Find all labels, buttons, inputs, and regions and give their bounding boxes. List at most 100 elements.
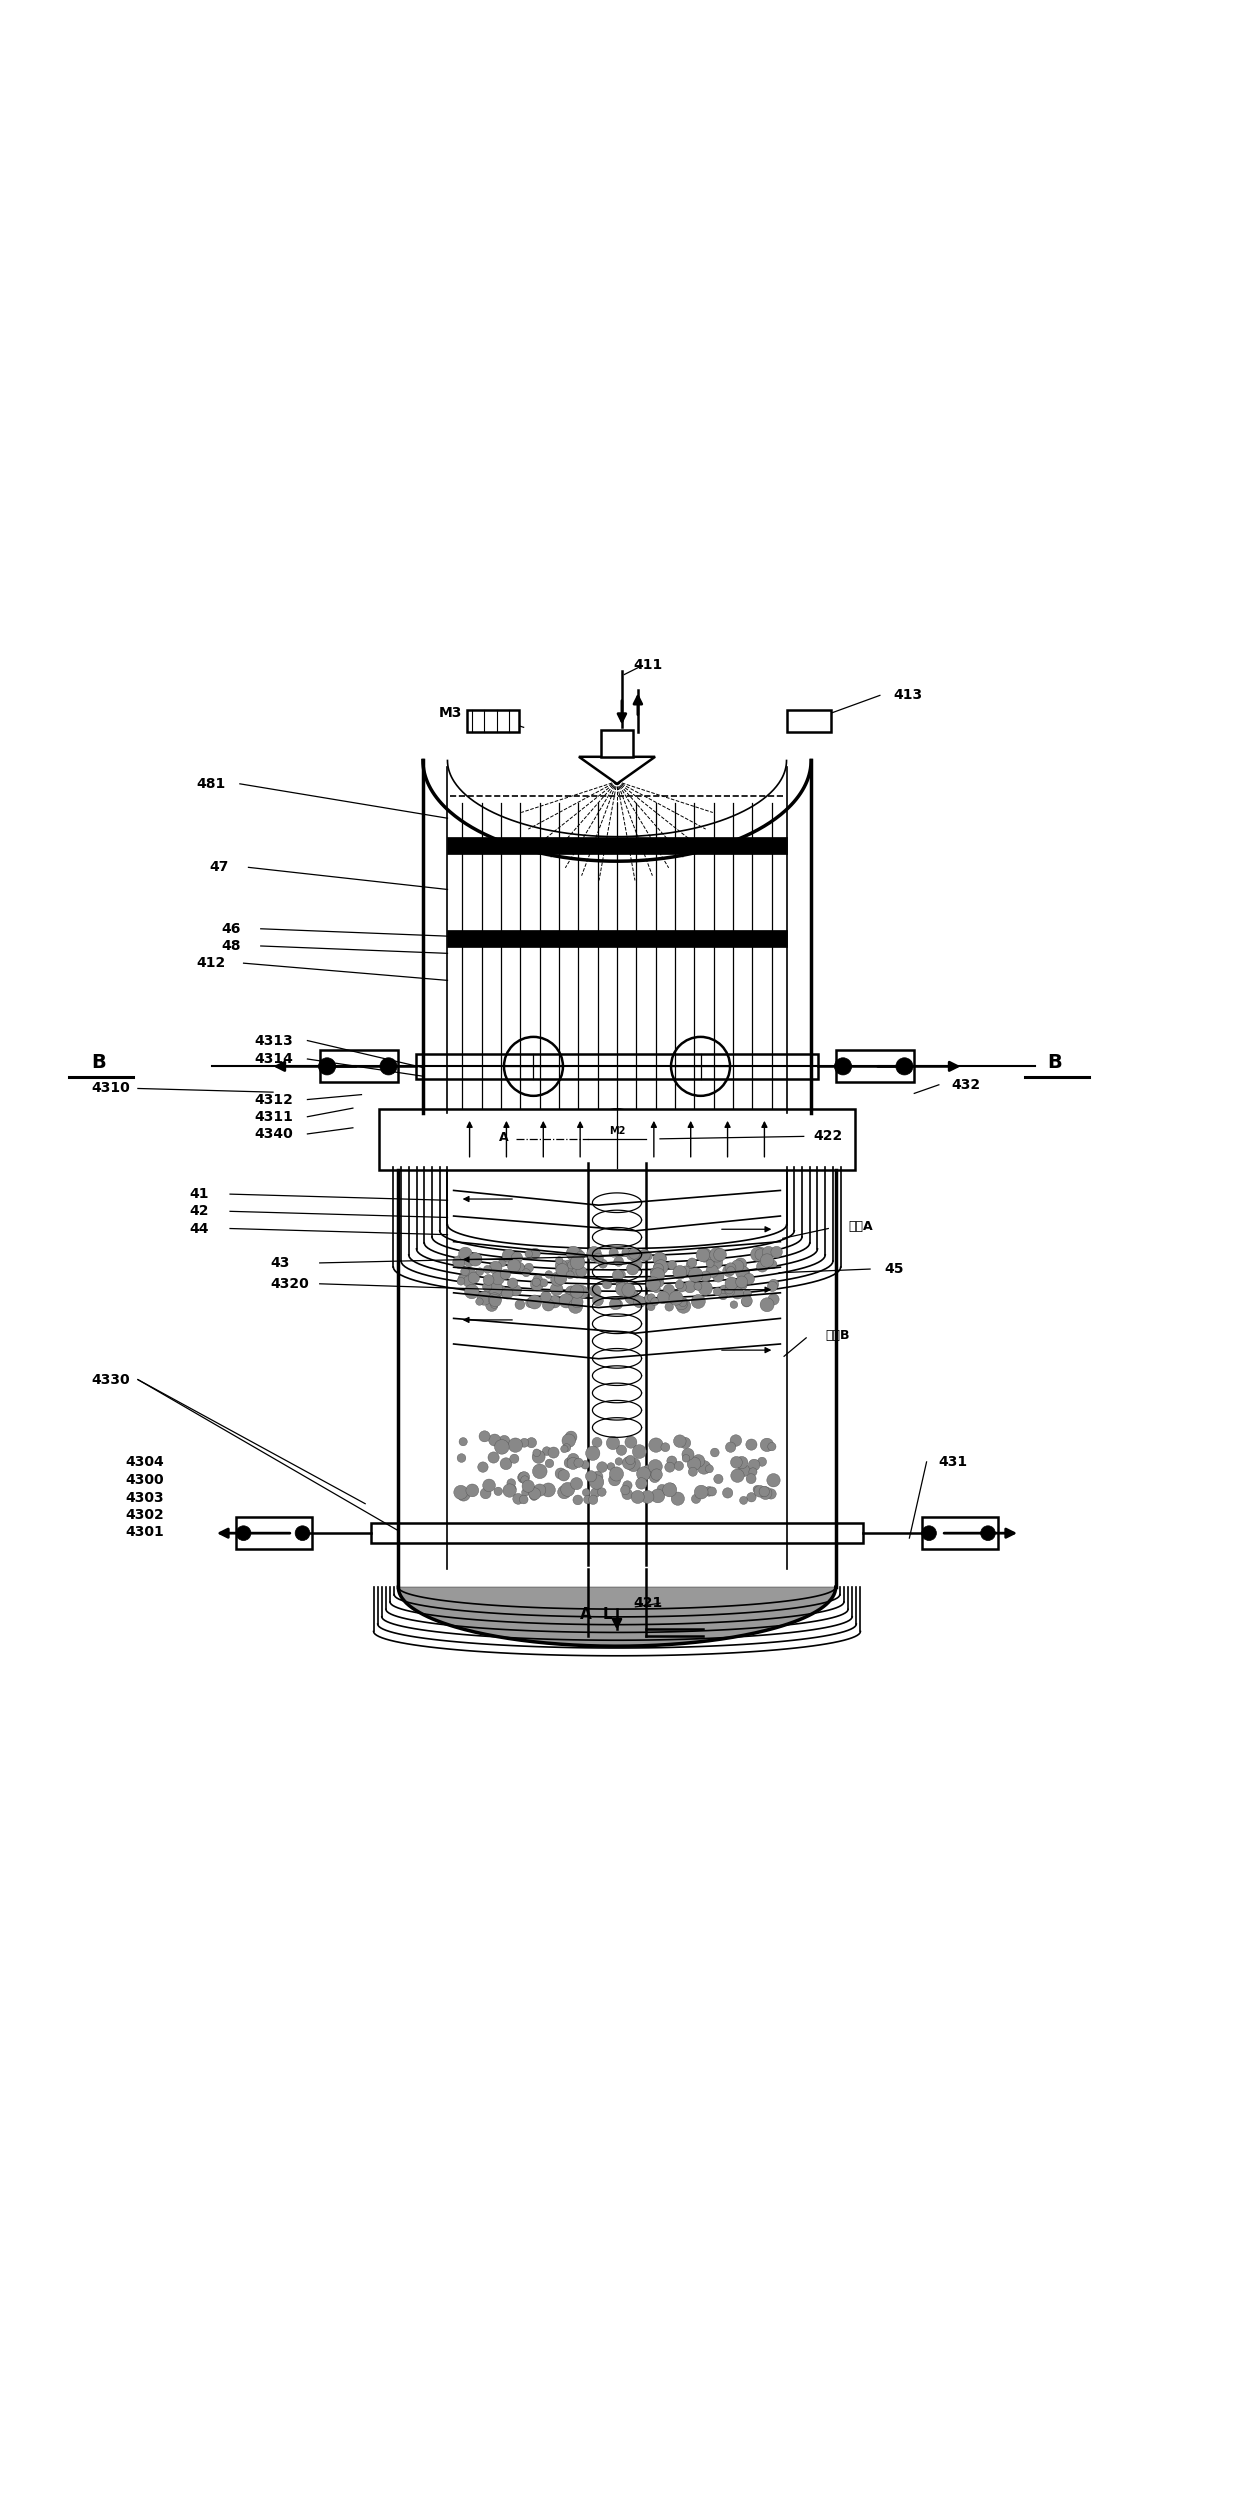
Circle shape bbox=[532, 1487, 540, 1495]
Circle shape bbox=[735, 1266, 749, 1278]
Circle shape bbox=[648, 1293, 655, 1301]
Circle shape bbox=[674, 1434, 686, 1447]
Circle shape bbox=[464, 1255, 474, 1266]
Circle shape bbox=[653, 1253, 666, 1266]
Circle shape bbox=[469, 1253, 482, 1266]
Circle shape bbox=[560, 1444, 568, 1452]
Circle shape bbox=[760, 1253, 769, 1261]
Circle shape bbox=[726, 1263, 735, 1273]
Circle shape bbox=[759, 1487, 772, 1500]
Circle shape bbox=[489, 1293, 501, 1306]
Circle shape bbox=[652, 1489, 665, 1502]
Circle shape bbox=[527, 1437, 537, 1447]
Bar bbox=[416, 1054, 818, 1079]
Circle shape bbox=[734, 1258, 747, 1271]
Circle shape bbox=[590, 1286, 601, 1296]
Text: A: A bbox=[580, 1608, 592, 1623]
Circle shape bbox=[499, 1437, 510, 1447]
Circle shape bbox=[457, 1487, 470, 1502]
Circle shape bbox=[666, 1457, 676, 1467]
Text: 4300: 4300 bbox=[126, 1474, 164, 1487]
Circle shape bbox=[763, 1245, 775, 1258]
Circle shape bbox=[558, 1469, 569, 1482]
Circle shape bbox=[464, 1253, 473, 1261]
Bar bbox=[448, 931, 786, 946]
Circle shape bbox=[613, 1255, 623, 1266]
Text: 44: 44 bbox=[190, 1220, 209, 1235]
Circle shape bbox=[668, 1261, 676, 1271]
Circle shape bbox=[555, 1261, 568, 1273]
Polygon shape bbox=[579, 757, 655, 785]
Circle shape bbox=[684, 1281, 696, 1293]
Circle shape bbox=[661, 1442, 670, 1452]
Text: 4301: 4301 bbox=[126, 1525, 164, 1540]
Circle shape bbox=[647, 1303, 655, 1311]
Circle shape bbox=[689, 1268, 703, 1283]
Circle shape bbox=[631, 1258, 642, 1271]
Circle shape bbox=[520, 1495, 528, 1505]
Circle shape bbox=[713, 1248, 727, 1261]
Text: 4312: 4312 bbox=[254, 1092, 294, 1107]
Circle shape bbox=[590, 1474, 603, 1489]
Circle shape bbox=[689, 1467, 697, 1477]
Circle shape bbox=[589, 1495, 597, 1505]
Circle shape bbox=[491, 1271, 505, 1286]
Text: 413: 413 bbox=[893, 689, 923, 702]
Circle shape bbox=[531, 1248, 540, 1258]
Circle shape bbox=[759, 1487, 770, 1497]
Bar bbox=[835, 1049, 914, 1082]
Text: 4340: 4340 bbox=[254, 1127, 294, 1140]
Circle shape bbox=[532, 1449, 545, 1464]
Circle shape bbox=[739, 1281, 747, 1288]
Circle shape bbox=[743, 1273, 754, 1283]
Circle shape bbox=[669, 1291, 684, 1306]
Text: 43: 43 bbox=[270, 1255, 290, 1271]
Circle shape bbox=[520, 1439, 529, 1447]
Circle shape bbox=[628, 1248, 639, 1258]
Circle shape bbox=[649, 1439, 663, 1452]
Circle shape bbox=[571, 1296, 584, 1308]
Circle shape bbox=[532, 1278, 540, 1286]
Circle shape bbox=[735, 1457, 748, 1469]
Circle shape bbox=[673, 1266, 687, 1278]
Circle shape bbox=[650, 1268, 665, 1281]
Circle shape bbox=[743, 1291, 752, 1298]
Bar bbox=[601, 730, 633, 757]
Circle shape bbox=[769, 1278, 779, 1288]
Text: 4304: 4304 bbox=[126, 1454, 164, 1469]
Circle shape bbox=[656, 1484, 666, 1495]
Circle shape bbox=[318, 1057, 336, 1074]
Circle shape bbox=[623, 1482, 632, 1489]
Circle shape bbox=[655, 1253, 666, 1263]
Circle shape bbox=[573, 1495, 582, 1505]
Circle shape bbox=[671, 1492, 685, 1505]
Circle shape bbox=[548, 1296, 560, 1308]
Circle shape bbox=[675, 1296, 687, 1311]
Circle shape bbox=[681, 1266, 690, 1276]
Circle shape bbox=[511, 1253, 522, 1263]
Circle shape bbox=[522, 1479, 534, 1492]
Circle shape bbox=[464, 1268, 476, 1281]
Circle shape bbox=[565, 1286, 578, 1298]
Circle shape bbox=[691, 1293, 706, 1308]
Circle shape bbox=[622, 1283, 636, 1296]
Circle shape bbox=[510, 1454, 518, 1464]
Circle shape bbox=[590, 1487, 600, 1497]
Circle shape bbox=[732, 1286, 744, 1298]
Circle shape bbox=[698, 1248, 712, 1263]
Circle shape bbox=[682, 1449, 694, 1459]
Circle shape bbox=[466, 1484, 479, 1497]
Circle shape bbox=[533, 1464, 547, 1479]
Circle shape bbox=[713, 1271, 724, 1283]
Bar bbox=[448, 838, 786, 853]
Circle shape bbox=[489, 1261, 502, 1273]
Circle shape bbox=[555, 1467, 566, 1479]
Circle shape bbox=[499, 1258, 506, 1266]
Circle shape bbox=[606, 1437, 619, 1449]
Circle shape bbox=[482, 1283, 492, 1291]
Circle shape bbox=[654, 1261, 668, 1273]
Circle shape bbox=[584, 1495, 592, 1505]
Circle shape bbox=[540, 1291, 552, 1303]
Circle shape bbox=[478, 1462, 489, 1472]
Circle shape bbox=[644, 1253, 653, 1261]
